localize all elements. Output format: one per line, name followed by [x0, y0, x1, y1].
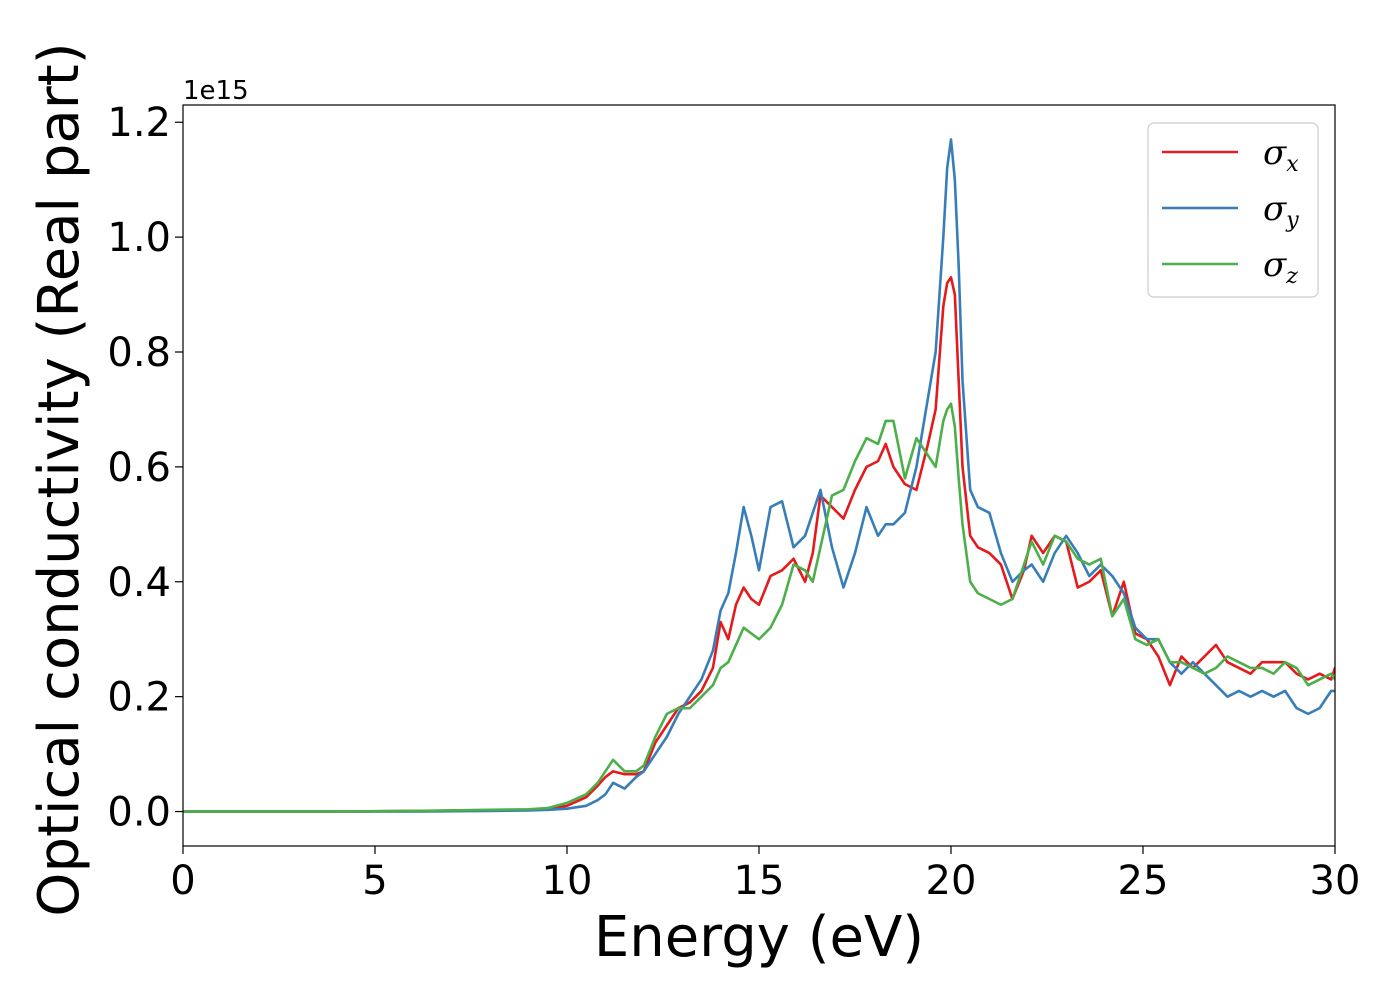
y-tick-label: 0.6: [107, 445, 171, 491]
x-tick-label: 15: [734, 858, 785, 904]
legend-box: [1147, 122, 1319, 298]
x-tick-label: 5: [362, 858, 387, 904]
y-tick-label: 1.0: [107, 215, 171, 261]
y-tick-label: 0.2: [107, 675, 171, 721]
y-tick-label: 0.8: [107, 330, 171, 376]
y-tick-label: 0.0: [107, 790, 171, 836]
series-line-y: [183, 138, 1335, 813]
series-layer: [183, 138, 1335, 813]
series-line-z: [183, 402, 1335, 813]
y-axis-title: Optical conductivity (Real part): [27, 42, 92, 916]
x-axis-title: Energy (eV): [594, 905, 924, 970]
plot-frame: [182, 104, 1336, 847]
ticks-layer: 0 5 10 15 20 25 30 0.0 0.2 0.4 0.6 0.8 1.0 1.2: [107, 100, 1360, 904]
series-line-x: [183, 276, 1335, 813]
x-tick-label: 25: [1118, 858, 1169, 904]
x-tick-label: 10: [542, 858, 593, 904]
x-tick-label: 30: [1310, 858, 1361, 904]
y-tick-label: 0.4: [107, 560, 171, 606]
y-tick-label: 1.2: [107, 100, 171, 146]
x-tick-label: 0: [170, 858, 195, 904]
x-tick-label: 20: [926, 858, 977, 904]
y-offset-label: 1e15: [183, 76, 249, 106]
